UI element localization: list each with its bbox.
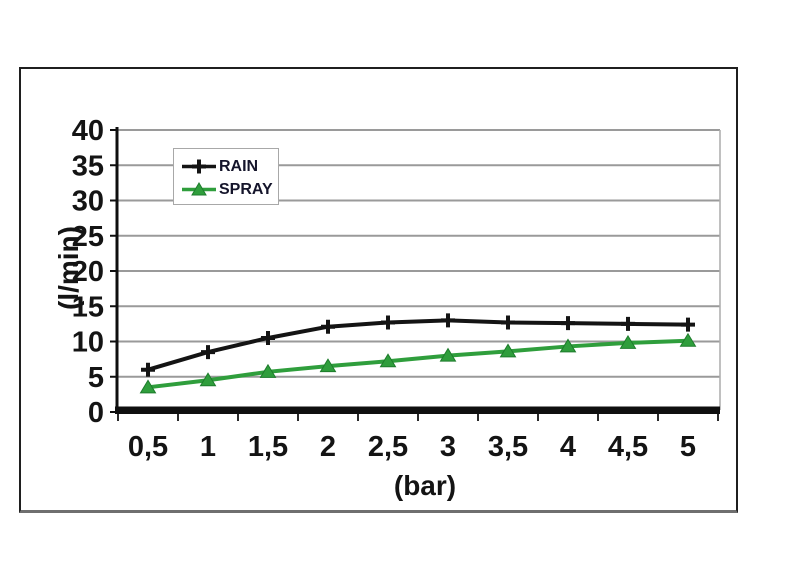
spray-marker (319, 358, 337, 373)
spray-legend-marker-icon (182, 182, 216, 196)
y-tick-label: 25 (72, 221, 104, 253)
x-tick-label: 1 (200, 431, 216, 463)
spray-marker (559, 338, 577, 353)
spray-marker (679, 332, 697, 347)
y-tick-label: 35 (72, 150, 104, 182)
y-tick-label: 20 (72, 256, 104, 288)
legend-entry-spray: SPRAY (181, 178, 278, 201)
rain-marker (321, 319, 335, 334)
spray-marker (259, 363, 277, 378)
spray-marker (199, 372, 217, 387)
x-tick-label: 4 (560, 431, 576, 463)
x-tick-label: 3,5 (488, 431, 528, 463)
rain-marker (561, 316, 575, 331)
x-tick-label: 5 (680, 431, 696, 463)
x-tick-label: 3 (440, 431, 456, 463)
rain-marker (441, 313, 455, 328)
y-tick-label: 15 (72, 291, 104, 323)
x-tick-label: 4,5 (608, 431, 648, 463)
spray-marker (499, 343, 517, 358)
x-tick-label: 2 (320, 431, 336, 463)
rain-marker (261, 330, 275, 345)
figure-frame (19, 67, 738, 513)
x-tick-label: 1,5 (248, 431, 288, 463)
spray-marker (379, 353, 397, 368)
rain-marker (501, 315, 515, 330)
legend-entry-rain: RAIN (181, 155, 278, 178)
y-tick-label: 30 (72, 186, 104, 218)
rain-legend-marker-icon (182, 159, 216, 174)
legend-label-rain: RAIN (219, 157, 259, 175)
spray-marker (619, 334, 637, 349)
spray-marker (439, 347, 457, 362)
y-tick-label: 10 (72, 327, 104, 359)
rain-marker (621, 316, 635, 331)
spray-marker (139, 379, 157, 394)
rain-marker (141, 362, 155, 377)
y-tick-label: 0 (88, 397, 104, 429)
rain-marker (381, 315, 395, 330)
x-tick-label: 0,5 (128, 431, 168, 463)
rain-line (147, 318, 689, 372)
rain-marker (201, 345, 215, 360)
x-axis-title: (bar) (393, 470, 457, 501)
y-tick-label: 40 (72, 115, 104, 147)
spray-line (147, 338, 689, 390)
y-axis-title: (l/min) (53, 226, 84, 310)
legend: RAIN SPRAY (173, 148, 279, 205)
x-tick-label: 2,5 (368, 431, 408, 463)
legend-label-spray: SPRAY (219, 180, 273, 198)
rain-marker (681, 317, 695, 332)
y-tick-label: 5 (88, 362, 104, 394)
x-axis-line (115, 406, 720, 414)
